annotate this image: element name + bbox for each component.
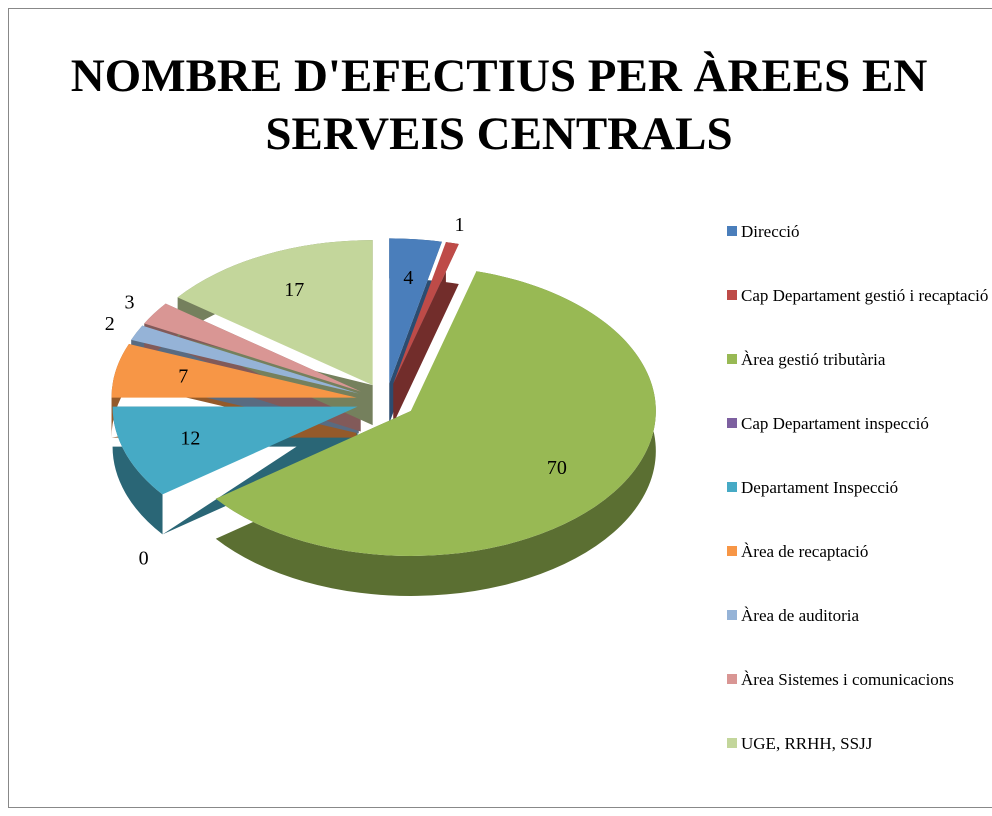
data-label: 1 (454, 214, 464, 236)
legend-item: UGE, RRHH, SSJJ (727, 733, 992, 754)
slice (111, 343, 357, 398)
slice (389, 238, 442, 384)
legend-swatch (727, 418, 737, 428)
legend-item: Direcció (727, 221, 992, 242)
data-label: 70 (547, 457, 567, 479)
slice (131, 325, 359, 394)
slice (144, 303, 361, 392)
chart-frame: 4 1 70 0 12 7 2 3 17 NOMBRE D'EFECTIUS PER ÀREES… (8, 8, 992, 808)
slice (393, 242, 459, 384)
legend-item: Cap Departament gestió i recaptació (727, 285, 992, 306)
slice (112, 406, 358, 495)
legend-item: Cap Departament inspecció (727, 413, 992, 434)
slice-side (215, 271, 656, 596)
data-label: 2 (105, 313, 115, 335)
legend-label: Cap Departament gestió i recaptació (741, 286, 989, 305)
data-label: 7 (178, 366, 188, 388)
legend-swatch (727, 546, 737, 556)
legend-item: Departament Inspecció (727, 477, 992, 498)
slice-side (393, 242, 459, 424)
legend-label: Àrea gestió tributària (741, 350, 886, 369)
legend-item: Àrea Sistemes i comunicacions (727, 669, 992, 690)
legend-swatch (727, 674, 737, 684)
legend-swatch (727, 226, 737, 236)
legend-label: Cap Departament inspecció (741, 414, 929, 433)
data-label: 0 (139, 548, 149, 570)
legend-swatch (727, 610, 737, 620)
legend-item: Àrea gestió tributària (727, 349, 992, 370)
slice (177, 240, 373, 386)
legend-swatch (727, 738, 737, 748)
legend-label: UGE, RRHH, SSJJ (741, 734, 873, 753)
data-label: 17 (284, 279, 304, 301)
legend-label: Àrea Sistemes i comunicacions (741, 670, 954, 689)
legend-swatch (727, 290, 737, 300)
slice (215, 271, 656, 556)
legend-label: Direcció (741, 222, 800, 241)
legend-label: Departament Inspecció (741, 478, 899, 497)
chart-title: NOMBRE D'EFECTIUS PER ÀREES EN SERVEIS C… (70, 50, 928, 160)
data-label: 12 (180, 428, 200, 450)
legend-label: Àrea de auditoria (741, 606, 859, 625)
data-label: 3 (125, 292, 135, 314)
legend-item: Àrea de recaptació (727, 541, 992, 562)
data-label: 4 (403, 267, 413, 289)
pie-chart: 4 1 70 0 12 7 23 17 (105, 214, 656, 596)
legend-swatch (727, 482, 737, 492)
legend-item: Àrea de auditoria (727, 605, 992, 626)
legend-label: Àrea de recaptació (741, 542, 869, 561)
legend-swatch (727, 354, 737, 364)
